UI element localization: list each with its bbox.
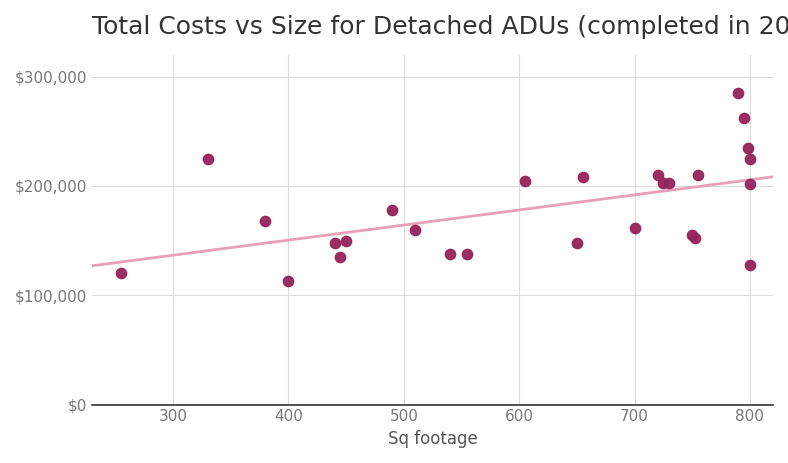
Point	[444, 250, 456, 257]
Point	[657, 179, 670, 187]
Point	[519, 177, 531, 184]
Point	[461, 250, 474, 257]
Point	[115, 270, 128, 277]
Point	[282, 277, 295, 285]
Point	[652, 171, 664, 179]
Point	[329, 239, 341, 246]
Point	[628, 224, 641, 231]
Point	[202, 155, 214, 163]
Point	[409, 226, 422, 233]
Point	[688, 235, 701, 242]
Point	[744, 261, 756, 269]
Point	[744, 155, 756, 163]
Point	[744, 180, 756, 188]
Point	[738, 114, 750, 122]
Text: Total Costs vs Size for Detached ADUs (completed in 2016-2019): Total Costs vs Size for Detached ADUs (c…	[92, 15, 788, 39]
Point	[334, 253, 347, 261]
Point	[386, 206, 399, 214]
Point	[576, 174, 589, 181]
Point	[571, 239, 583, 246]
Point	[663, 179, 675, 187]
Point	[692, 171, 704, 179]
Point	[686, 232, 698, 239]
Point	[732, 89, 745, 97]
X-axis label: Sq footage: Sq footage	[388, 430, 478, 448]
Point	[340, 237, 352, 244]
Point	[742, 144, 754, 151]
Point	[259, 217, 272, 225]
